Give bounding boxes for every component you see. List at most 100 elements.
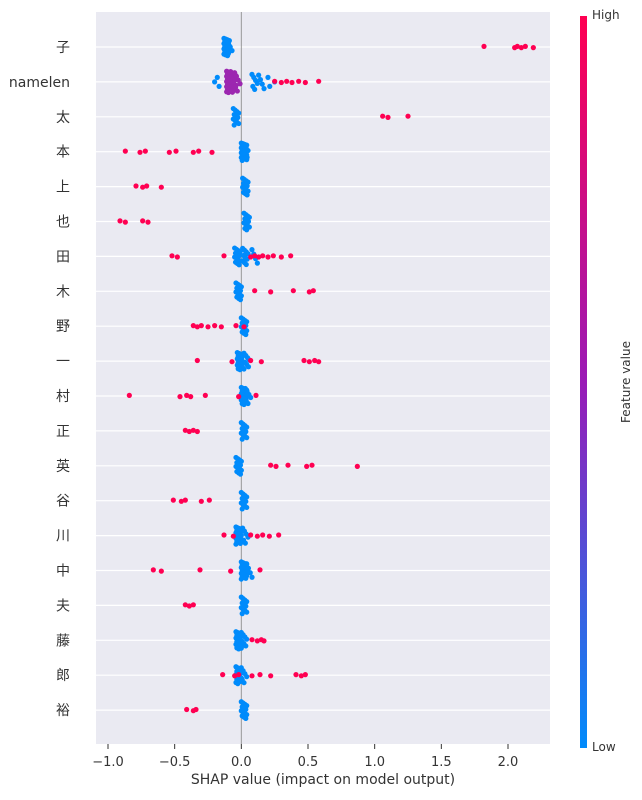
shap-point-high bbox=[202, 392, 208, 398]
feature-label: 谷 bbox=[56, 494, 70, 510]
feature-label: namelen bbox=[9, 75, 70, 91]
shap-point bbox=[229, 48, 235, 54]
shap-point bbox=[243, 575, 249, 581]
feature-label: 也 bbox=[56, 215, 70, 231]
shap-point-high bbox=[198, 498, 204, 504]
shap-point-high bbox=[254, 638, 260, 644]
shap-point-high bbox=[145, 219, 151, 225]
shap-point-high bbox=[249, 637, 255, 643]
shap-point bbox=[236, 262, 242, 268]
shap-point-high bbox=[252, 288, 258, 294]
shap-point bbox=[244, 227, 250, 233]
shap-point-high bbox=[140, 184, 146, 190]
shap-point-high bbox=[276, 532, 282, 538]
shap-point-high bbox=[258, 359, 264, 365]
x-tick-label: 2.0 bbox=[498, 755, 519, 770]
shap-point bbox=[265, 74, 271, 80]
shap-point bbox=[254, 80, 260, 86]
shap-point-high bbox=[198, 323, 204, 329]
shap-point-high bbox=[232, 673, 238, 679]
shap-point-high bbox=[158, 568, 164, 574]
shap-point bbox=[236, 120, 242, 127]
shap-point bbox=[235, 681, 241, 687]
shap-point-high bbox=[522, 43, 528, 50]
shap-point-high bbox=[194, 357, 200, 364]
colorbar-title: Feature value bbox=[619, 341, 633, 423]
shap-point bbox=[248, 394, 254, 401]
shap-point-high bbox=[174, 254, 180, 260]
shap-point-high bbox=[265, 254, 271, 260]
feature-label: 正 bbox=[56, 424, 70, 440]
shap-point-high bbox=[288, 253, 294, 259]
shap-point-high bbox=[126, 392, 132, 398]
shap-point bbox=[254, 260, 260, 266]
shap-point bbox=[244, 504, 250, 511]
shap-point bbox=[241, 366, 247, 372]
shap-point bbox=[237, 540, 244, 546]
shap-point bbox=[245, 364, 252, 370]
shap-point-high bbox=[182, 427, 188, 433]
shap-point-high bbox=[256, 254, 262, 260]
shap-point bbox=[241, 401, 247, 408]
shap-point bbox=[243, 261, 249, 268]
shap-point bbox=[244, 561, 250, 567]
shap-point-high bbox=[304, 463, 310, 469]
shap-point bbox=[249, 247, 255, 253]
shap-point-high bbox=[194, 428, 200, 435]
shap-point-high bbox=[122, 219, 128, 225]
shap-point bbox=[229, 89, 236, 95]
shap-point-high bbox=[253, 392, 259, 398]
x-tick-label: −0.5 bbox=[159, 755, 191, 770]
shap-point bbox=[257, 77, 264, 83]
shap-point-high bbox=[270, 253, 276, 259]
shap-point-high bbox=[301, 357, 307, 364]
shap-point bbox=[242, 540, 248, 546]
x-tick-label: 1.0 bbox=[364, 755, 385, 770]
shap-point-high bbox=[221, 532, 227, 538]
shap-point-high bbox=[178, 498, 184, 504]
shap-point-high bbox=[166, 149, 172, 155]
shap-point-high bbox=[188, 394, 194, 400]
feature-label: 上 bbox=[56, 180, 70, 196]
feature-label: 英 bbox=[56, 458, 70, 475]
shap-point-high bbox=[182, 602, 188, 608]
shap-point-high bbox=[518, 45, 524, 51]
shap-point-high bbox=[218, 324, 224, 330]
shap-point bbox=[267, 83, 273, 89]
shap-point-high bbox=[212, 323, 218, 329]
shap-point-high bbox=[268, 289, 274, 295]
feature-label: 一 bbox=[56, 354, 70, 370]
shap-point-high bbox=[302, 672, 308, 678]
feature-label: 本 bbox=[56, 145, 70, 161]
shap-point-high bbox=[481, 43, 487, 50]
shap-point-high bbox=[252, 253, 258, 259]
shap-point bbox=[244, 192, 250, 198]
shap-point bbox=[245, 147, 251, 154]
shap-point bbox=[239, 436, 245, 442]
shap-point bbox=[243, 715, 249, 722]
shap-point-high bbox=[190, 149, 196, 155]
shap-point-high bbox=[190, 602, 196, 608]
feature-label: 木 bbox=[56, 284, 70, 300]
shap-point-high bbox=[196, 148, 202, 154]
shap-point-high bbox=[248, 532, 254, 538]
shap-point bbox=[244, 154, 250, 160]
shap-point-high bbox=[257, 672, 263, 678]
shap-point-high bbox=[122, 148, 128, 154]
shap-point-high bbox=[137, 149, 143, 155]
shap-point bbox=[237, 81, 243, 87]
shap-point-high bbox=[289, 79, 295, 86]
shap-point-high bbox=[205, 324, 211, 330]
shap-point bbox=[245, 565, 252, 571]
shap-point-high bbox=[385, 114, 391, 120]
shap-point-high bbox=[405, 113, 411, 119]
shap-point bbox=[241, 680, 247, 686]
shap-point bbox=[238, 576, 244, 582]
shap-point-high bbox=[228, 568, 234, 574]
shap-point-high bbox=[221, 253, 227, 259]
shap-point-high bbox=[236, 672, 242, 678]
shap-point-high bbox=[290, 288, 296, 294]
shap-point bbox=[214, 74, 220, 80]
shap-point-high bbox=[309, 462, 315, 468]
